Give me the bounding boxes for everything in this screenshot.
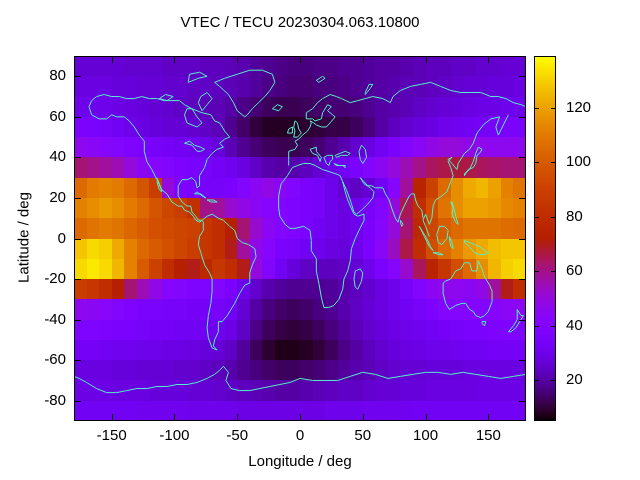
x-tick-label: -100 [159,427,190,444]
x-tick-label: 0 [295,427,305,444]
x-tick-label: -50 [226,427,249,444]
colorbar-tick-label: 80 [566,207,583,225]
y-tick-label: 80 [49,67,66,85]
colorbar-tick-label: 120 [566,98,592,116]
colorbar-canvas [534,56,556,421]
y-tick-label: -80 [44,391,66,409]
x-tick-label: 100 [413,427,439,444]
colorbar-tick-label: 20 [566,371,583,389]
x-tick-label: 50 [354,427,372,444]
heatmap-canvas [74,56,526,421]
x-tick-label: 150 [475,427,501,444]
x-tick-label: -150 [96,427,127,444]
colorbar-tick-label: 60 [566,262,583,280]
y-tick-label: 60 [49,107,66,125]
y-tick-label: 20 [49,188,66,206]
y-tick-label: 0 [57,229,66,247]
colorbar-tick-label: 100 [566,153,592,171]
x-axis-label: Longitude / deg [248,453,352,470]
y-tick-label: -60 [44,351,66,369]
y-tick-label: -40 [44,310,66,328]
chart-title: VTEC / TECU 20230304.063.10800 [180,14,420,31]
y-tick-label: -20 [44,270,66,288]
colorbar-tick-label: 40 [566,316,583,334]
y-tick-label: 40 [49,148,66,166]
